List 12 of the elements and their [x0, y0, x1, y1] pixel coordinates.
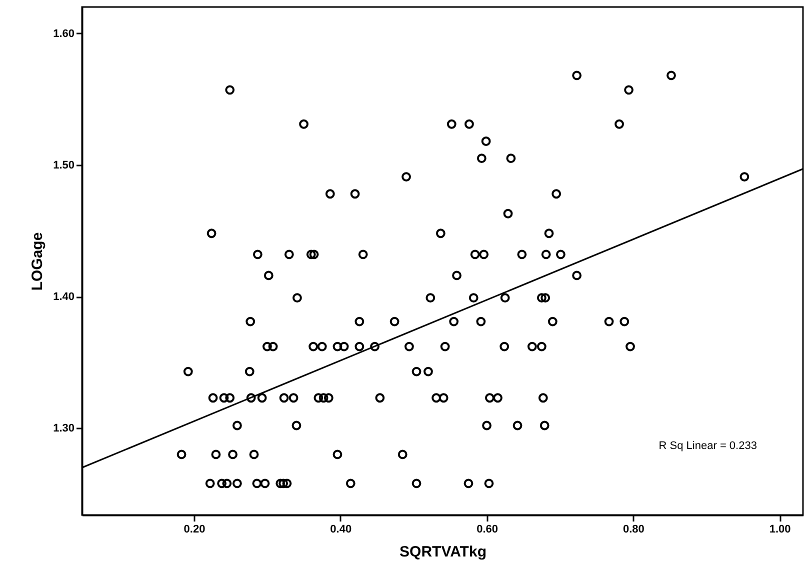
x-tick-label: 0.60 [476, 524, 498, 536]
y-tick-label: 1.60 [53, 28, 74, 40]
x-tick-label: 0.40 [330, 524, 352, 536]
y-tick-label: 1.50 [53, 159, 74, 172]
x-tick-label: 1.00 [769, 524, 791, 536]
x-tick-label: 0.80 [622, 524, 644, 536]
y-axis-title: LOGage [29, 232, 46, 291]
y-tick-label: 1.40 [53, 291, 74, 304]
annotation: R Sq Linear = 0.233 [658, 440, 757, 452]
x-axis-title: SQRTVATkg [400, 544, 486, 560]
y-tick-label: 1.30 [53, 422, 74, 435]
x-tick-label: 0.20 [184, 524, 206, 536]
